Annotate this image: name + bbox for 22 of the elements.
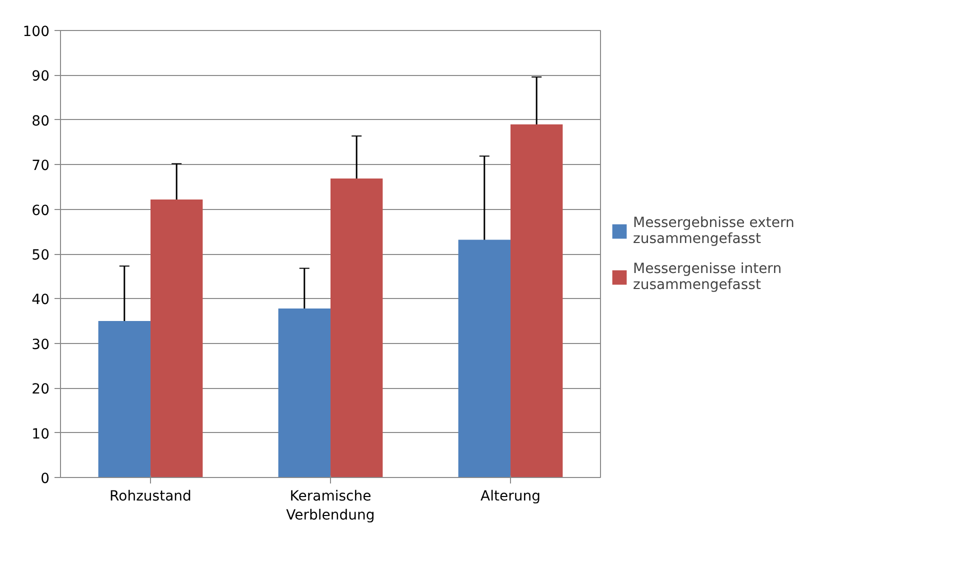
y-tick-label: 0: [40, 471, 50, 487]
y-tick-label: 100: [22, 24, 50, 40]
bar: [330, 178, 383, 478]
bar: [458, 240, 510, 478]
bar: [278, 308, 330, 478]
y-tick-label: 90: [32, 68, 50, 85]
legend-label: Messergebnisse extern zusammengefasst: [633, 214, 794, 246]
x-tick-label: Alterung: [480, 488, 540, 504]
y-tick-label: 80: [32, 113, 50, 130]
y-tick-label: 40: [32, 292, 50, 308]
bar: [150, 199, 203, 478]
y-tick-label: 10: [32, 426, 50, 442]
y-tick-label: 30: [32, 336, 50, 353]
y-tick-label: 70: [32, 158, 50, 174]
y-tick-label: 20: [32, 382, 50, 398]
bar: [510, 124, 563, 478]
x-tick-label: Rohzustand: [110, 488, 192, 504]
bar: [98, 321, 150, 478]
y-tick-label: 60: [32, 202, 50, 219]
x-tick-label: Keramische Verblendung: [286, 488, 375, 524]
y-tick-label: 50: [32, 248, 50, 264]
legend-label: Messergenisse intern zusammengefasst: [633, 260, 782, 292]
